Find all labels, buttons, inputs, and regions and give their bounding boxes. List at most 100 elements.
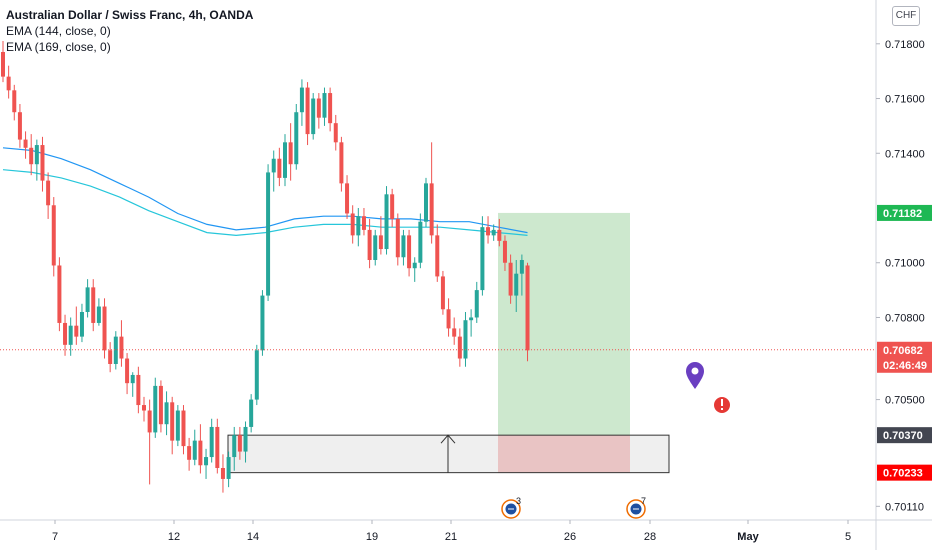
candle-body (361, 216, 366, 230)
candle (519, 254, 524, 296)
candle-body (51, 205, 56, 266)
candle-body (57, 265, 62, 323)
candle (299, 79, 304, 126)
candle-body (440, 276, 445, 310)
candle (142, 396, 146, 422)
price-tick-label: 0.71600 (885, 94, 925, 106)
candle (237, 426, 242, 460)
candle (136, 366, 141, 414)
candle (260, 290, 265, 356)
price-tag-bg (877, 356, 932, 373)
price-tick-label: 0.70500 (885, 395, 925, 407)
candle-body (17, 112, 22, 140)
price-tick-label: 0.71800 (885, 39, 925, 51)
candle-body (316, 98, 321, 118)
candle (181, 405, 186, 455)
loss-zone (498, 435, 630, 473)
candle-body (12, 90, 17, 113)
alert-dot (721, 408, 723, 410)
candle (6, 65, 11, 99)
candle-body (525, 265, 530, 351)
candle (452, 317, 457, 345)
candle-body (108, 350, 113, 364)
candle-body (113, 336, 118, 364)
alert-icon (714, 397, 730, 413)
candle (130, 372, 135, 397)
candle (480, 216, 485, 296)
event-count: 7 (641, 496, 646, 506)
candle-body (102, 306, 107, 351)
candle (46, 172, 51, 219)
candle (525, 262, 530, 362)
candle-body (187, 446, 192, 460)
candle-body (322, 93, 327, 118)
candle (108, 342, 113, 373)
candle (102, 298, 107, 359)
candle-body (283, 142, 287, 178)
candle (271, 150, 276, 192)
candle-body (446, 309, 451, 329)
candle-body (519, 260, 524, 274)
candle (491, 224, 496, 241)
price-tick-label: 0.70110 (885, 501, 924, 513)
candle (463, 312, 468, 367)
candle (356, 208, 361, 247)
candle (266, 164, 271, 302)
candle-body (328, 93, 333, 124)
candle (68, 317, 73, 356)
candle (345, 175, 350, 219)
candle (378, 216, 383, 255)
candle (12, 84, 17, 121)
candle (63, 314, 68, 356)
candle (418, 213, 423, 269)
candle (51, 197, 56, 277)
candle-body (260, 295, 265, 351)
candle (339, 136, 344, 192)
candle (469, 309, 474, 337)
candle-body (457, 336, 462, 359)
candle-body (429, 183, 434, 236)
candle-body (40, 145, 45, 181)
candle (277, 147, 282, 187)
price-tag-bg (877, 204, 932, 221)
location-pin-icon (686, 362, 704, 389)
ema-144-legend[interactable]: EMA (144, close, 0) (6, 24, 111, 38)
time-tick-label: 14 (247, 531, 259, 543)
candle-body (345, 183, 350, 214)
profit-zone (498, 212, 630, 436)
candle (198, 424, 203, 474)
price-tick-label: 0.71400 (885, 148, 925, 160)
candle (283, 134, 287, 187)
candle (175, 405, 180, 447)
candle (305, 82, 310, 146)
candle-body (142, 405, 146, 411)
candle-body (424, 183, 428, 222)
candle-body (412, 262, 417, 269)
time-tick-label: 19 (366, 531, 378, 543)
candle (435, 224, 440, 282)
candle-body (175, 410, 180, 441)
candle (153, 377, 158, 438)
candle (170, 396, 175, 455)
candle-body (486, 227, 491, 236)
candle (407, 229, 412, 277)
candle (395, 213, 400, 266)
candle-body (170, 402, 175, 441)
candle (57, 257, 62, 332)
symbol-title[interactable]: Australian Dollar / Swiss Franc, 4h, OAN… (6, 8, 254, 22)
candle-body (502, 240, 507, 263)
candle (220, 454, 225, 493)
candle-body (491, 229, 496, 236)
candle-body (243, 426, 248, 452)
candle-body (130, 374, 135, 384)
ema-169-legend[interactable]: EMA (169, close, 0) (6, 40, 111, 54)
candle (288, 123, 293, 181)
time-tick-label: 26 (564, 531, 576, 543)
currency-badge[interactable]: CHF (892, 6, 920, 26)
candle (390, 188, 395, 228)
candle-body (125, 358, 130, 384)
candle (85, 279, 90, 318)
ema-169-line (2, 169, 528, 237)
